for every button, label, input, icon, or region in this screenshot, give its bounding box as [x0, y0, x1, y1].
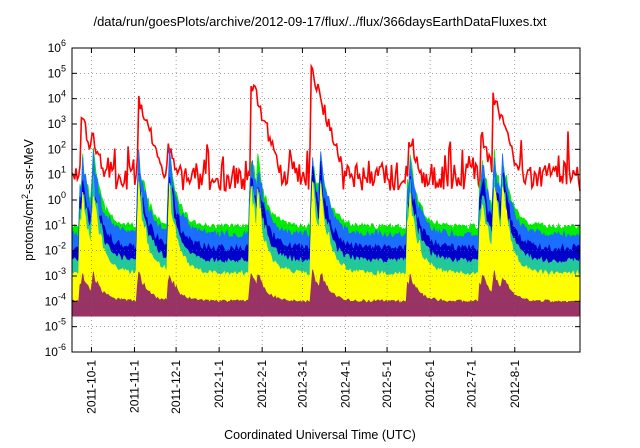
- x-tick-label-0: 2011-10-1: [84, 360, 98, 414]
- x-tick-label-6: 2012-4-1: [338, 360, 352, 408]
- x-tick-label-5: 2012-3-1: [295, 360, 309, 408]
- y-tick-label-4: 10-2: [45, 241, 66, 258]
- y-tick-label-12: 106: [48, 38, 66, 55]
- x-axis-label: Coordinated Universal Time (UTC): [224, 428, 416, 442]
- y-tick-label-6: 100: [48, 190, 66, 207]
- series-area-7: [71, 269, 581, 317]
- chart-title: /data/run/goesPlots/archive/2012-09-17/f…: [93, 14, 547, 29]
- x-tick-label-2: 2011-12-1: [169, 360, 183, 414]
- y-tick-label-7: 101: [48, 165, 66, 182]
- background-below-series: [72, 316, 580, 352]
- y-tick-label-1: 10-5: [45, 317, 66, 334]
- x-tick-label-7: 2012-5-1: [380, 360, 394, 408]
- series-line-1: [71, 63, 581, 192]
- y-tick-label-5: 10-1: [45, 215, 66, 232]
- y-tick-label-9: 103: [48, 114, 66, 131]
- x-tick-label-1: 2011-11-1: [127, 360, 141, 413]
- y-axis-label: protons/cm2-s-sr-MeV: [20, 138, 36, 260]
- y-tick-label-3: 10-3: [45, 266, 66, 283]
- x-tick-label-10: 2012-8-1: [508, 360, 522, 408]
- x-tick-label-4: 2012-2-1: [255, 360, 269, 408]
- y-tick-label-2: 10-4: [45, 291, 66, 308]
- x-tick-label-3: 2012-1-1: [212, 360, 226, 408]
- y-tick-label-11: 105: [48, 63, 66, 80]
- y-tick-label-0: 10-6: [45, 342, 66, 359]
- x-tick-label-8: 2012-6-1: [423, 360, 437, 408]
- y-tick-label-8: 102: [48, 139, 66, 156]
- x-tick-label-9: 2012-7-1: [465, 360, 479, 408]
- y-tick-label-10: 104: [48, 89, 66, 106]
